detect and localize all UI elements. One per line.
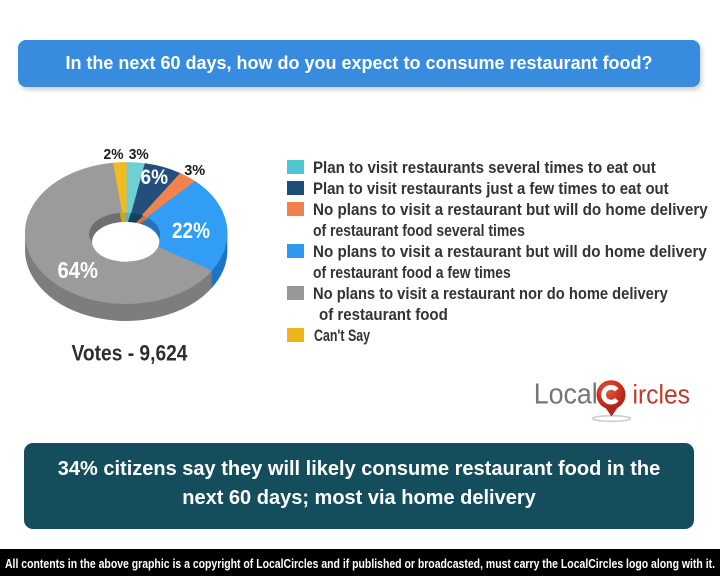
svg-text:Plan to visit restaurants seve: Plan to visit restaurants several times … <box>313 158 656 177</box>
svg-text:No plans to visit a restaurant: No plans to visit a restaurant but will … <box>313 242 707 261</box>
svg-text:No plans to visit a restaurant: No plans to visit a restaurant but will … <box>313 200 708 219</box>
svg-text:6%: 6% <box>141 166 169 189</box>
svg-text:Can't Say: Can't Say <box>314 327 371 345</box>
svg-text:2%: 2% <box>104 146 124 163</box>
svg-text:Plan to visit restaurants just: Plan to visit restaurants just a few tim… <box>313 180 669 198</box>
svg-text:ircles: ircles <box>633 380 691 410</box>
svg-text:Local: Local <box>534 379 598 411</box>
svg-text:3%: 3% <box>129 146 149 163</box>
svg-text:of restaurant food a few times: of restaurant food a few times <box>313 264 511 283</box>
svg-text:22%: 22% <box>172 218 210 243</box>
svg-text:of restaurant food: of restaurant food <box>319 305 448 324</box>
svg-text:No plans to visit a restaurant: No plans to visit a restaurant nor do ho… <box>313 285 668 303</box>
svg-text:All contents in the above grap: All contents in the above graphic is a c… <box>5 557 715 571</box>
svg-text:of restaurant food several tim: of restaurant food several times <box>313 222 525 241</box>
svg-text:3%: 3% <box>184 162 205 179</box>
svg-text:Votes - 9,624: Votes - 9,624 <box>72 341 189 366</box>
svg-text:64%: 64% <box>58 257 99 283</box>
